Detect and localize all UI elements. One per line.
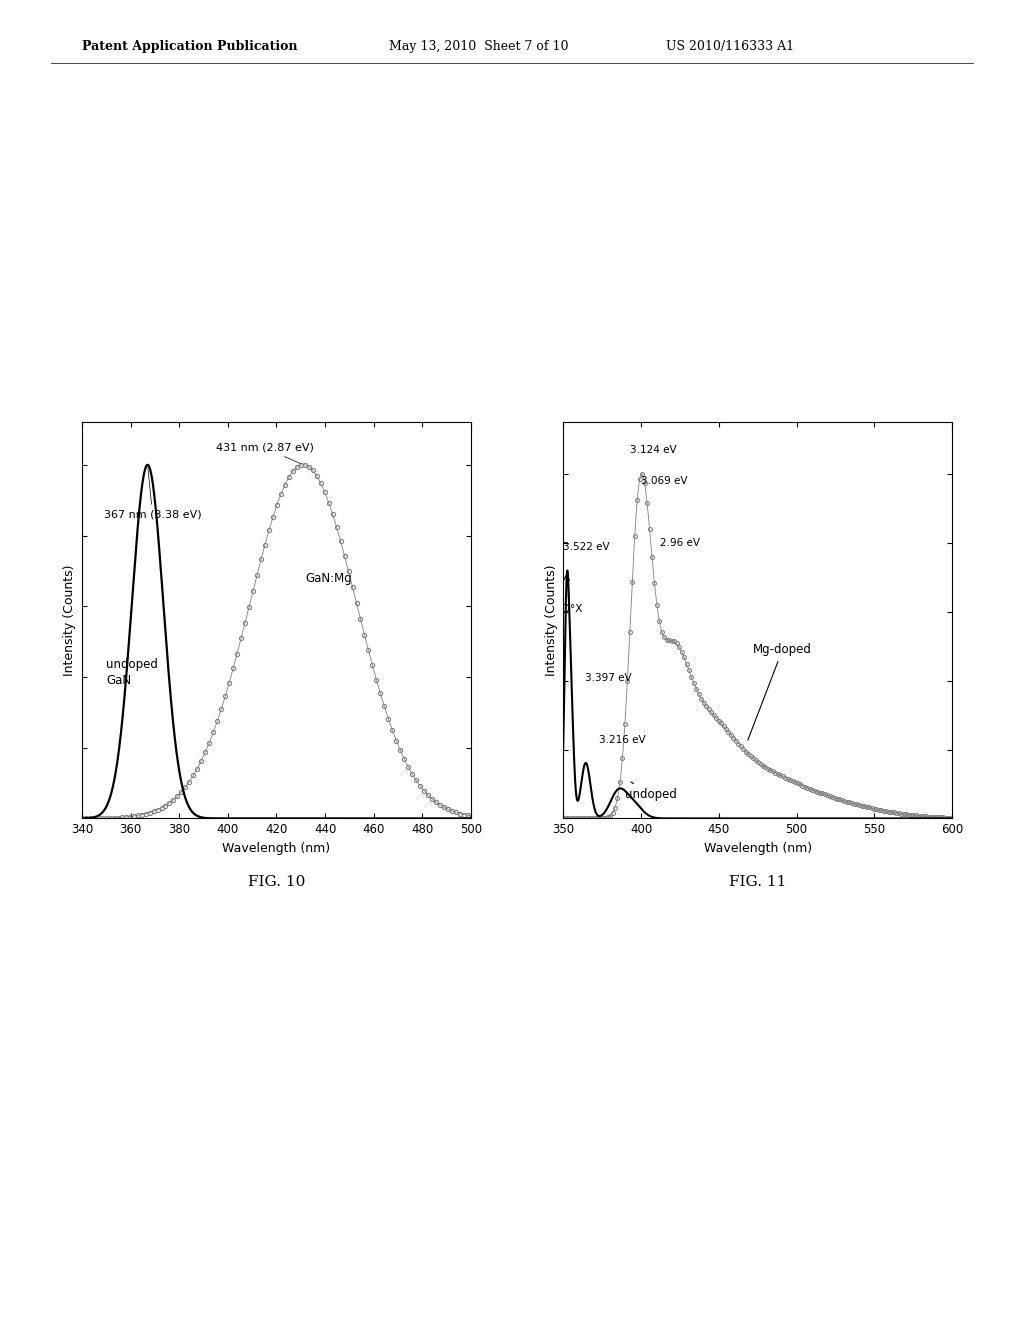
Text: GaN:Mg: GaN:Mg — [306, 572, 352, 585]
Text: Patent Application Publication: Patent Application Publication — [82, 40, 297, 53]
Text: 3.397 eV: 3.397 eV — [585, 673, 632, 682]
Text: undoped
GaN: undoped GaN — [106, 659, 158, 686]
Text: 3.216 eV: 3.216 eV — [599, 735, 645, 744]
Text: 3.124 eV: 3.124 eV — [630, 445, 677, 455]
Text: 3.522 eV: 3.522 eV — [563, 541, 610, 552]
X-axis label: Wavelength (nm): Wavelength (nm) — [703, 842, 812, 855]
Text: FIG. 11: FIG. 11 — [729, 875, 786, 888]
Text: undoped: undoped — [626, 781, 677, 801]
Y-axis label: Intensity (Counts): Intensity (Counts) — [545, 565, 558, 676]
Y-axis label: Intensity (Counts): Intensity (Counts) — [63, 565, 77, 676]
Text: US 2010/116333 A1: US 2010/116333 A1 — [666, 40, 794, 53]
Text: 367 nm (3.38 eV): 367 nm (3.38 eV) — [103, 467, 202, 520]
Text: 431 nm (2.87 eV): 431 nm (2.87 eV) — [216, 442, 313, 463]
Text: 2.96 eV: 2.96 eV — [659, 539, 699, 548]
Text: May 13, 2010  Sheet 7 of 10: May 13, 2010 Sheet 7 of 10 — [389, 40, 568, 53]
Text: D°X: D°X — [561, 603, 582, 614]
Text: FIG. 10: FIG. 10 — [248, 875, 305, 888]
X-axis label: Wavelength (nm): Wavelength (nm) — [222, 842, 331, 855]
Text: Mg-doped: Mg-doped — [748, 643, 812, 741]
Text: 3.069 eV: 3.069 eV — [641, 477, 687, 486]
